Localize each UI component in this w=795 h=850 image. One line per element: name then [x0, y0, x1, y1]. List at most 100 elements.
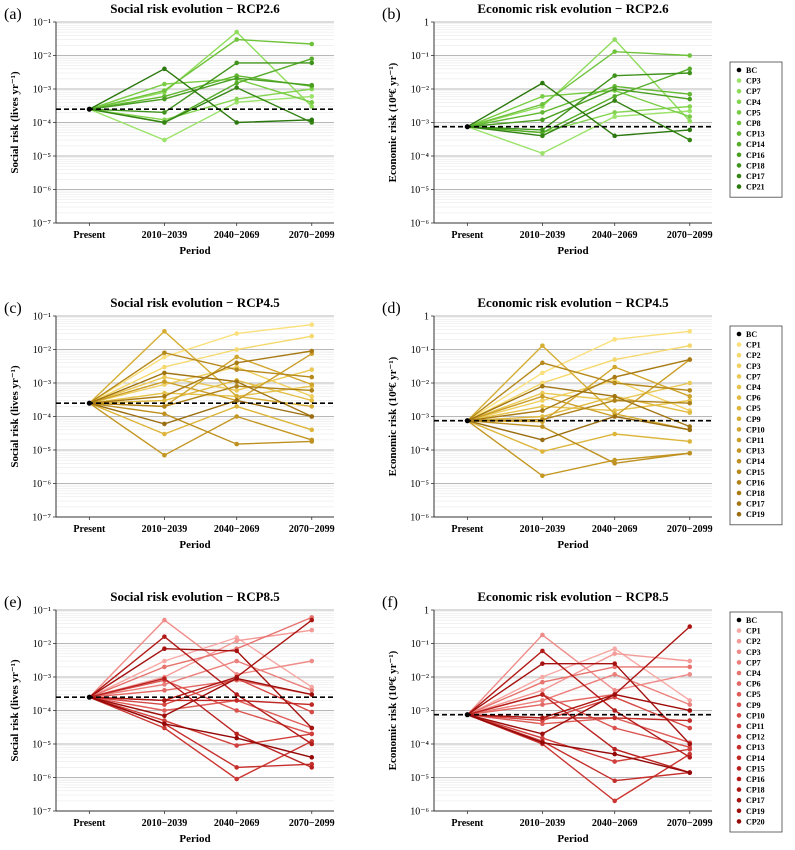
legend-marker	[736, 691, 742, 697]
data-point-cp16	[162, 634, 167, 639]
y-tick-label: 10⁻⁵	[410, 773, 429, 784]
data-point-cp13	[612, 457, 617, 463]
series-line-cp3	[467, 379, 691, 422]
data-point-cp18	[162, 110, 167, 115]
data-point-cp21	[309, 117, 315, 123]
y-axis-label: Social risk (lives yr⁻¹)	[9, 659, 21, 762]
legend-marker	[736, 617, 742, 623]
data-point-cp1	[162, 354, 167, 360]
series-line-cp16	[467, 88, 690, 128]
legend-label: CP19	[746, 807, 765, 816]
y-tick-label: 10⁻³	[33, 85, 51, 96]
data-point-cp5	[687, 114, 693, 119]
data-point-cp18	[687, 357, 693, 362]
data-point-cp18	[612, 73, 617, 78]
data-point-cp2	[540, 380, 545, 386]
data-point-cp4	[162, 664, 167, 670]
x-tick-label: 2040−2069	[214, 818, 260, 829]
data-point-cp13	[612, 778, 617, 784]
legend-label: CP2	[746, 637, 761, 646]
baseline-point	[86, 694, 92, 700]
legend-label: CP17	[746, 500, 765, 509]
x-tick-label: Present	[73, 524, 106, 535]
data-point-cp10	[309, 382, 315, 387]
data-point-cp2	[309, 333, 315, 339]
legend-label: CP6	[746, 394, 761, 403]
data-point-cp3	[612, 114, 617, 119]
data-point-cp12	[612, 798, 617, 804]
y-tick-label: 10⁻⁷	[32, 513, 51, 524]
legend-label: CP11	[746, 722, 764, 731]
data-point-cp11	[309, 731, 315, 737]
data-point-cp15	[540, 692, 545, 697]
x-tick-label: 2040−2069	[592, 230, 638, 241]
legend-label: CP4	[746, 669, 761, 678]
series-line-cp18	[467, 358, 690, 422]
legend-marker	[736, 670, 742, 676]
series-line-cp4	[467, 666, 690, 716]
legend-label: CP15	[746, 468, 765, 477]
legend-label: CP11	[746, 436, 764, 445]
series-line-cp18	[467, 72, 690, 131]
x-tick-label: 2070−2099	[289, 230, 335, 241]
legend-marker	[736, 110, 742, 115]
series-line-cp11	[467, 359, 691, 422]
data-point-cp2	[612, 357, 617, 362]
legend-label: CP1	[746, 341, 761, 350]
panel-label: (c)	[4, 300, 22, 317]
data-point-cp16	[162, 96, 167, 102]
legend-marker	[736, 511, 742, 517]
data-point-cp10	[687, 394, 693, 399]
legend-label: CP4	[746, 383, 761, 392]
series-line-cp16	[466, 649, 691, 758]
data-point-cp3	[687, 108, 693, 114]
legend-label: CP16	[746, 478, 765, 487]
y-tick-label: 10⁻²	[411, 85, 429, 96]
data-point-cp4	[612, 408, 617, 413]
data-point-cp5	[540, 721, 545, 727]
panel-title: Economic risk evolution − RCP8.5	[477, 589, 669, 604]
data-point-cp7	[612, 672, 617, 677]
data-point-cp10	[687, 725, 693, 731]
legend-marker	[736, 649, 742, 655]
legend-marker	[736, 776, 742, 782]
legend-marker	[736, 713, 742, 718]
panel-label: (b)	[382, 6, 401, 23]
data-point-cp14	[309, 439, 315, 444]
panel-title: Social risk evolution − RCP2.6	[110, 1, 280, 16]
data-point-cp17	[162, 120, 167, 125]
series-line-cp2	[89, 335, 312, 404]
data-point-cp3	[540, 151, 545, 156]
legend-marker	[736, 120, 742, 126]
data-point-cp19	[540, 731, 545, 737]
series-line-cp17	[89, 86, 313, 124]
y-tick-label: 10⁻³	[411, 706, 429, 717]
panel-label: (f)	[382, 594, 398, 611]
legend-marker	[736, 638, 742, 644]
data-point-cp17	[309, 725, 315, 731]
legend-label: CP4	[746, 98, 761, 107]
data-point-cp5	[540, 94, 545, 99]
data-point-cp16	[309, 388, 315, 393]
series-line-cp14	[89, 402, 312, 445]
data-point-cp17	[234, 379, 239, 384]
data-point-cp9	[309, 404, 315, 409]
panel-title: Economic risk evolution − RCP2.6	[477, 1, 669, 16]
x-tick-label: 2010−2039	[142, 524, 188, 535]
data-point-cp13	[687, 91, 693, 97]
series-line-cp17	[467, 99, 691, 141]
data-point-cp17	[612, 98, 617, 103]
y-axis-label: Economic risk (10⁶€ yr⁻¹)	[387, 356, 399, 476]
x-tick-label: 2070−2099	[289, 524, 335, 535]
series-line-cp16	[89, 385, 312, 408]
legend-label: CP14	[746, 754, 765, 763]
data-point-cp2	[540, 688, 545, 693]
data-point-cp4	[162, 390, 167, 396]
data-point-cp12	[234, 776, 239, 782]
x-tick-label: 2010−2039	[520, 230, 566, 241]
data-point-cp2	[612, 651, 617, 656]
data-point-cp14	[687, 450, 693, 456]
legend-marker	[736, 99, 742, 105]
x-tick-label: 2040−2069	[592, 524, 638, 535]
legend-label: CP2	[746, 351, 761, 360]
